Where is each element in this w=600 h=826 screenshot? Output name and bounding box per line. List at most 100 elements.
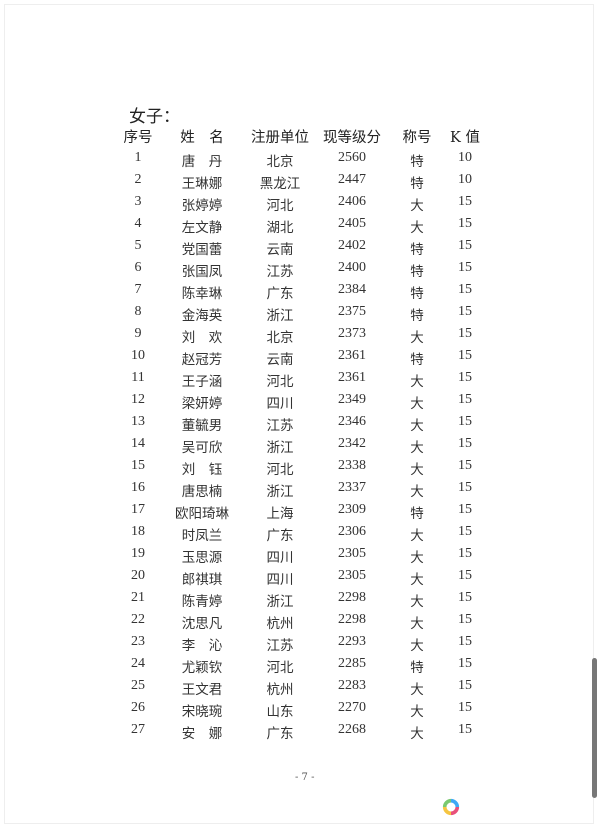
cell-k-value: 15 (458, 678, 472, 693)
cell-unit: 云南 (266, 352, 294, 368)
cell-unit: 浙江 (266, 440, 294, 456)
table-row: 4 左文静 湖北 2405 大 15 (5, 216, 600, 238)
cell-k-value: 15 (458, 458, 472, 473)
cell-name: 王文君 (181, 682, 223, 698)
cell-rating: 2283 (338, 678, 366, 693)
table-header: 序号 姓 名 注册单位 现等级分 称号 K 值 (5, 126, 600, 148)
cell-rating: 2405 (338, 216, 366, 231)
table-row: 2 王琳娜 黑龙江 2447 特 10 (5, 172, 600, 194)
table-row: 12 梁妍婷 四川 2349 大 15 (5, 392, 600, 414)
cell-k-value: 15 (458, 348, 472, 363)
cell-k-value: 10 (458, 150, 472, 165)
cell-k-value: 15 (458, 546, 472, 561)
header-title: 称号 (402, 130, 432, 146)
cell-unit: 河北 (266, 462, 294, 478)
cell-k-value: 15 (458, 480, 472, 495)
table-row: 7 陈幸琳 广东 2384 特 15 (5, 282, 600, 304)
cell-title: 特 (410, 506, 424, 522)
cell-rating: 2285 (338, 656, 366, 671)
cell-title: 大 (410, 528, 424, 544)
cell-rating: 2349 (338, 392, 366, 407)
header-rank: 序号 (123, 130, 153, 146)
cell-unit: 广东 (266, 528, 294, 544)
cell-rating: 2342 (338, 436, 366, 451)
cell-name: 欧阳琦琳 (175, 506, 229, 522)
cell-rating: 2361 (338, 348, 366, 363)
cell-title: 大 (410, 638, 424, 654)
cell-k-value: 15 (458, 656, 472, 671)
table-row: 3 张婷婷 河北 2406 大 15 (5, 194, 600, 216)
cell-rank: 2 (134, 172, 142, 187)
table-row: 1 唐 丹 北京 2560 特 10 (5, 150, 600, 172)
cell-title: 大 (410, 616, 424, 632)
cell-title: 大 (410, 374, 424, 390)
cell-title: 大 (410, 396, 424, 412)
cell-title: 特 (410, 176, 424, 192)
cell-name: 张婷婷 (181, 198, 223, 214)
scrollbar[interactable] (592, 658, 597, 798)
table-row: 24 尤颖钦 河北 2285 特 15 (5, 656, 600, 678)
cell-k-value: 15 (458, 634, 472, 649)
table-row: 20 郎祺琪 四川 2305 大 15 (5, 568, 600, 590)
cell-rank: 13 (131, 414, 145, 429)
cell-title: 特 (410, 286, 424, 302)
cell-rating: 2270 (338, 700, 366, 715)
cell-rating: 2305 (338, 568, 366, 583)
cell-rank: 14 (131, 436, 145, 451)
cell-unit: 湖北 (266, 220, 294, 236)
cell-title: 特 (410, 352, 424, 368)
cell-rank: 18 (131, 524, 145, 539)
table-row: 13 董毓男 江苏 2346 大 15 (5, 414, 600, 436)
cell-unit: 杭州 (266, 616, 294, 632)
cell-rating: 2361 (338, 370, 366, 385)
page-number: - 7 - (295, 772, 315, 783)
table-row: 23 李 沁 江苏 2293 大 15 (5, 634, 600, 656)
table-row: 17 欧阳琦琳 上海 2309 特 15 (5, 502, 600, 524)
cell-title: 大 (410, 682, 424, 698)
cell-k-value: 10 (458, 172, 472, 187)
table-row: 10 赵冠芳 云南 2361 特 15 (5, 348, 600, 370)
cell-name: 唐思楠 (181, 484, 223, 500)
cell-k-value: 15 (458, 304, 472, 319)
cell-name: 安 娜 (181, 726, 223, 742)
cell-unit: 浙江 (266, 484, 294, 500)
cell-unit: 上海 (266, 506, 294, 522)
cell-name: 党国蕾 (181, 242, 223, 258)
table-row: 11 王子涵 河北 2361 大 15 (5, 370, 600, 392)
cell-name: 吴可欣 (181, 440, 223, 456)
cell-rank: 21 (131, 590, 145, 605)
cell-rating: 2402 (338, 238, 366, 253)
cell-name: 李 沁 (181, 638, 223, 654)
logo-segment (450, 798, 460, 808)
cell-rank: 24 (131, 656, 145, 671)
header-unit: 注册单位 (251, 130, 309, 146)
cell-rank: 6 (134, 260, 142, 275)
cell-rating: 2400 (338, 260, 366, 275)
cell-unit: 杭州 (266, 682, 294, 698)
cell-rating: 2375 (338, 304, 366, 319)
cell-rating: 2305 (338, 546, 366, 561)
cell-title: 特 (410, 154, 424, 170)
cell-unit: 北京 (266, 154, 294, 170)
cell-unit: 黑龙江 (259, 176, 301, 192)
cell-rating: 2447 (338, 172, 366, 187)
cell-unit: 浙江 (266, 594, 294, 610)
cell-rating: 2560 (338, 150, 366, 165)
cell-rank: 4 (134, 216, 142, 231)
cell-title: 大 (410, 484, 424, 500)
cell-unit: 北京 (266, 330, 294, 346)
cell-rank: 3 (134, 194, 142, 209)
cell-rank: 17 (131, 502, 145, 517)
cell-title: 大 (410, 418, 424, 434)
cell-k-value: 15 (458, 260, 472, 275)
cell-rank: 16 (131, 480, 145, 495)
cell-k-value: 15 (458, 502, 472, 517)
cell-name: 刘 钰 (181, 462, 223, 478)
cell-unit: 四川 (266, 550, 294, 566)
cell-k-value: 15 (458, 370, 472, 385)
cell-title: 特 (410, 308, 424, 324)
cell-unit: 江苏 (266, 418, 294, 434)
cell-unit: 四川 (266, 396, 294, 412)
cell-name: 刘 欢 (181, 330, 223, 346)
cell-name: 玉思源 (181, 550, 223, 566)
